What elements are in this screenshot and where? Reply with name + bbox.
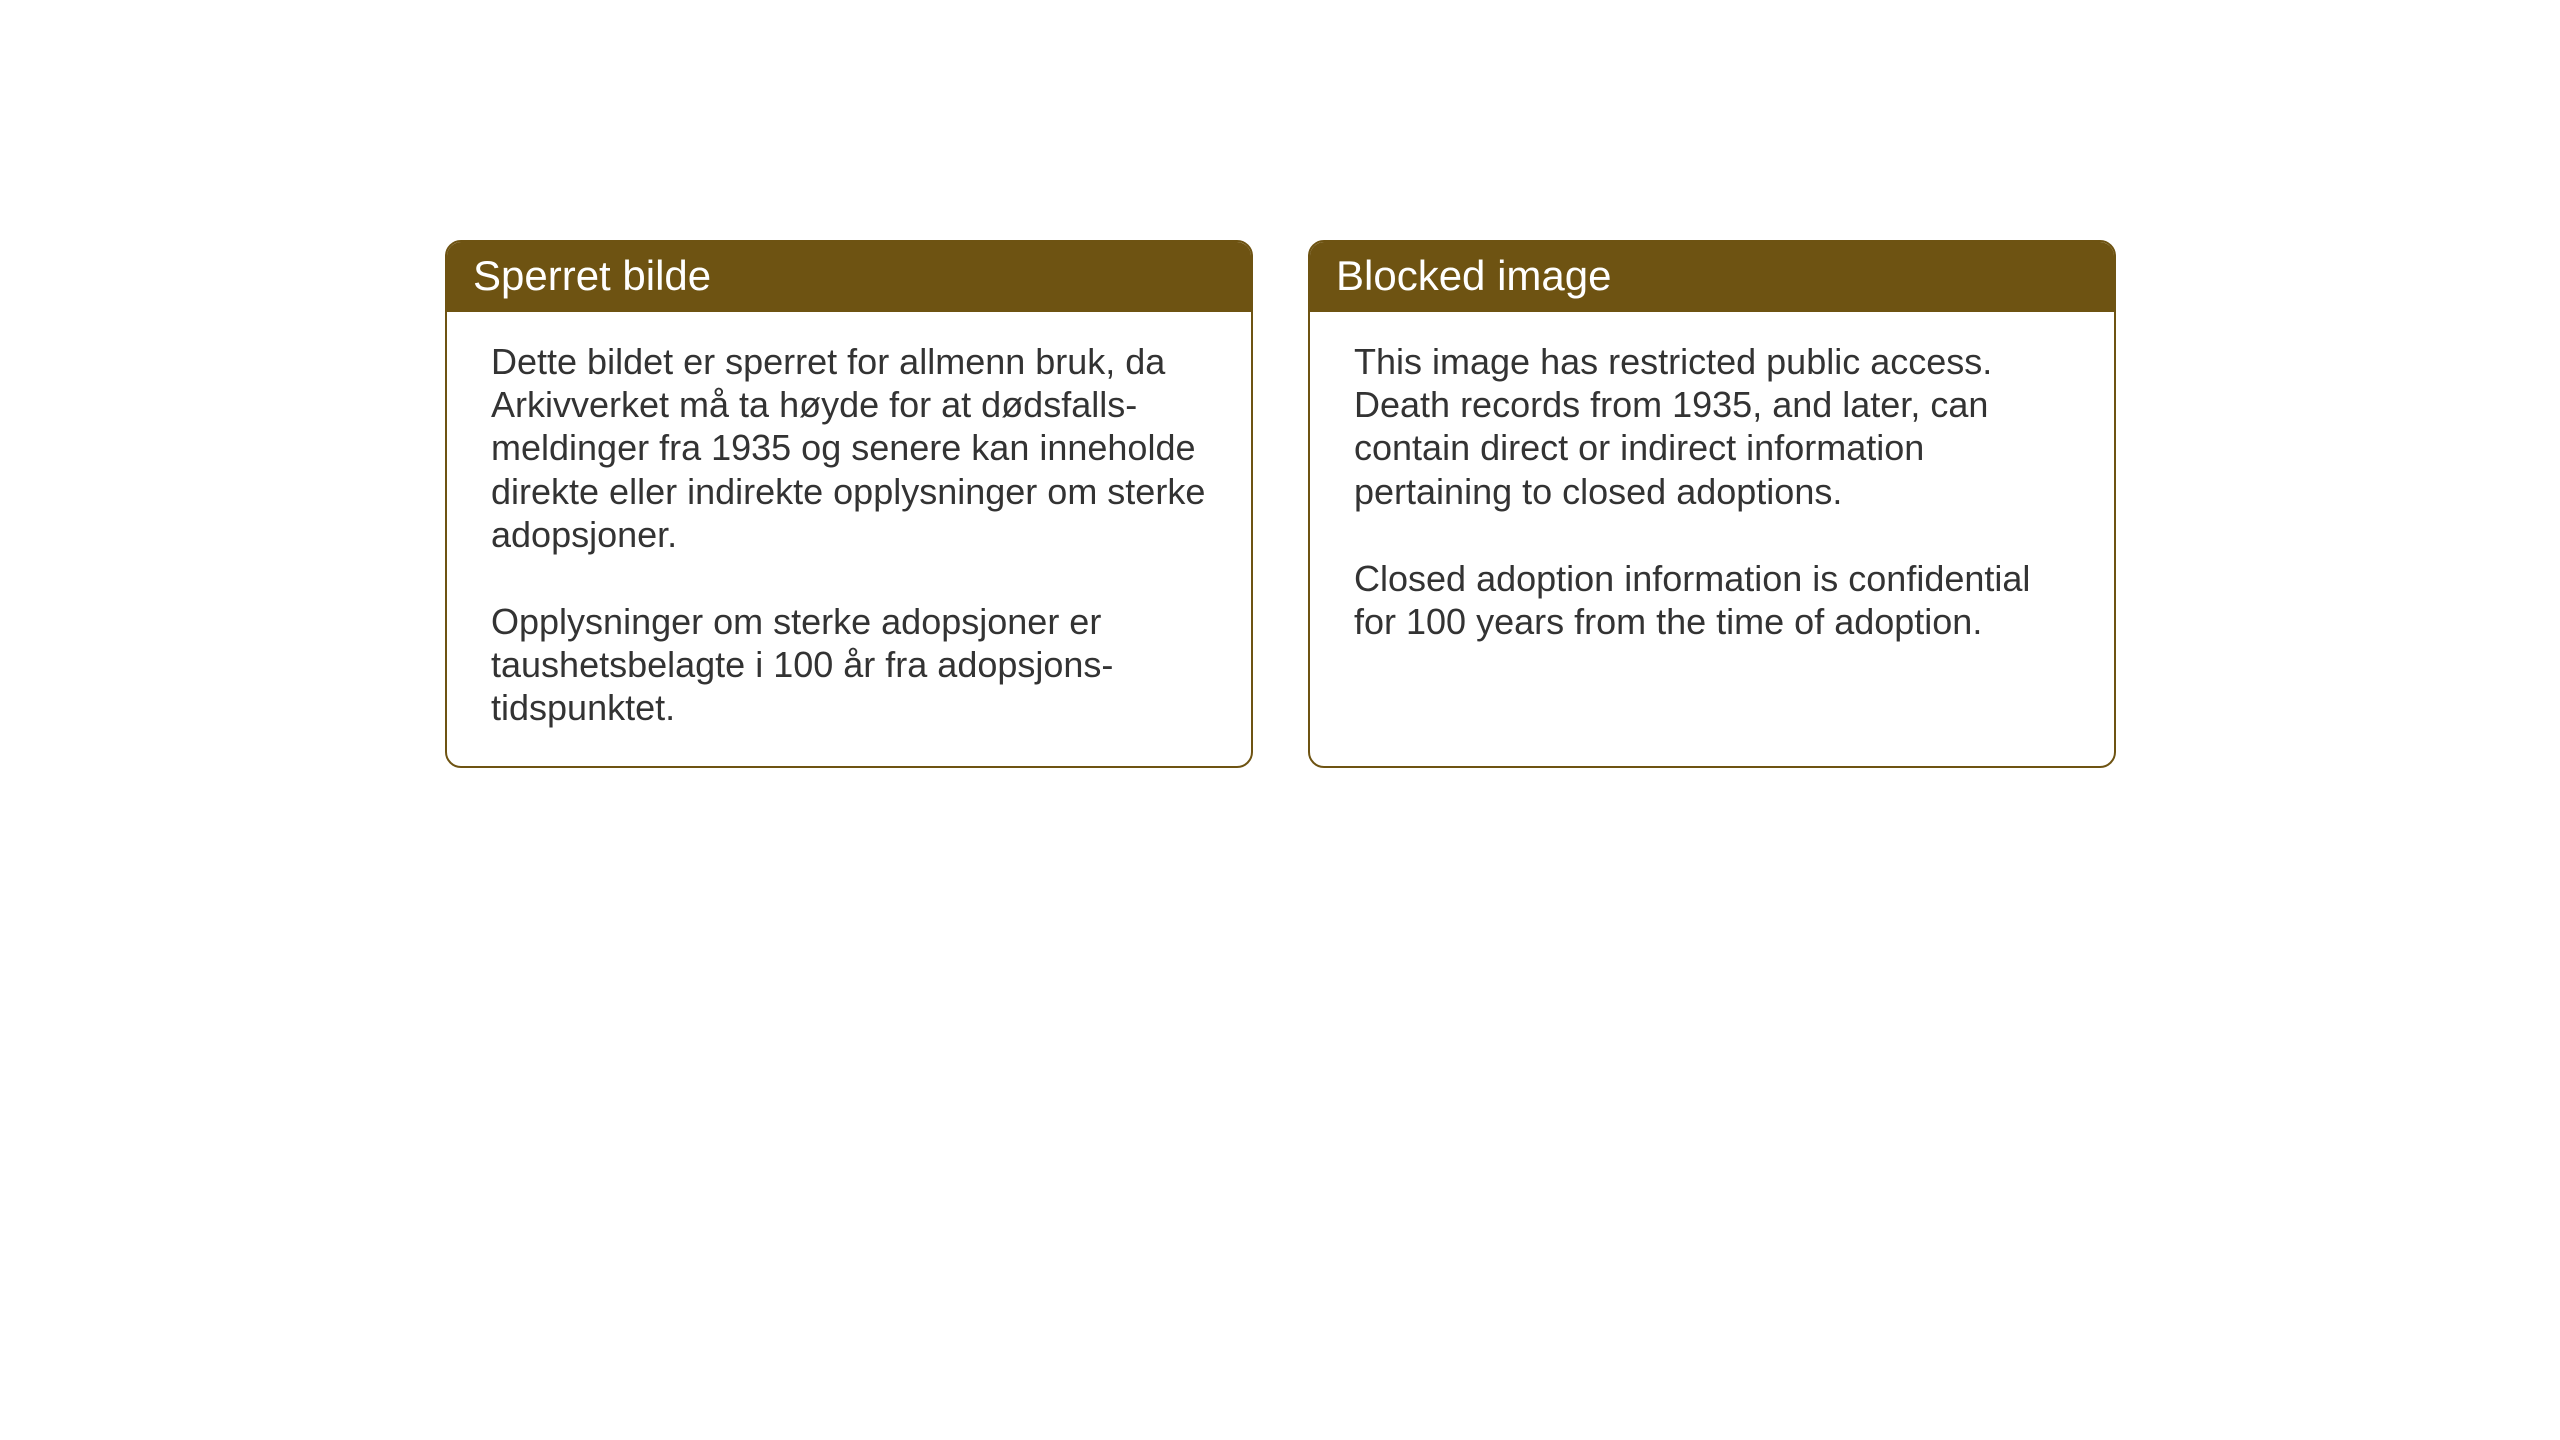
norwegian-card-body: Dette bildet er sperret for allmenn bruk… — [447, 312, 1251, 766]
norwegian-notice-card: Sperret bilde Dette bildet er sperret fo… — [445, 240, 1253, 768]
norwegian-card-title: Sperret bilde — [447, 242, 1251, 312]
english-notice-card: Blocked image This image has restricted … — [1308, 240, 2116, 768]
english-paragraph-1: This image has restricted public access.… — [1354, 340, 2070, 513]
english-card-body: This image has restricted public access.… — [1310, 312, 2114, 679]
english-card-title: Blocked image — [1310, 242, 2114, 312]
norwegian-paragraph-1: Dette bildet er sperret for allmenn bruk… — [491, 340, 1207, 556]
norwegian-paragraph-2: Opplysninger om sterke adopsjoner er tau… — [491, 600, 1207, 730]
english-paragraph-2: Closed adoption information is confident… — [1354, 557, 2070, 643]
notice-container: Sperret bilde Dette bildet er sperret fo… — [445, 240, 2116, 768]
